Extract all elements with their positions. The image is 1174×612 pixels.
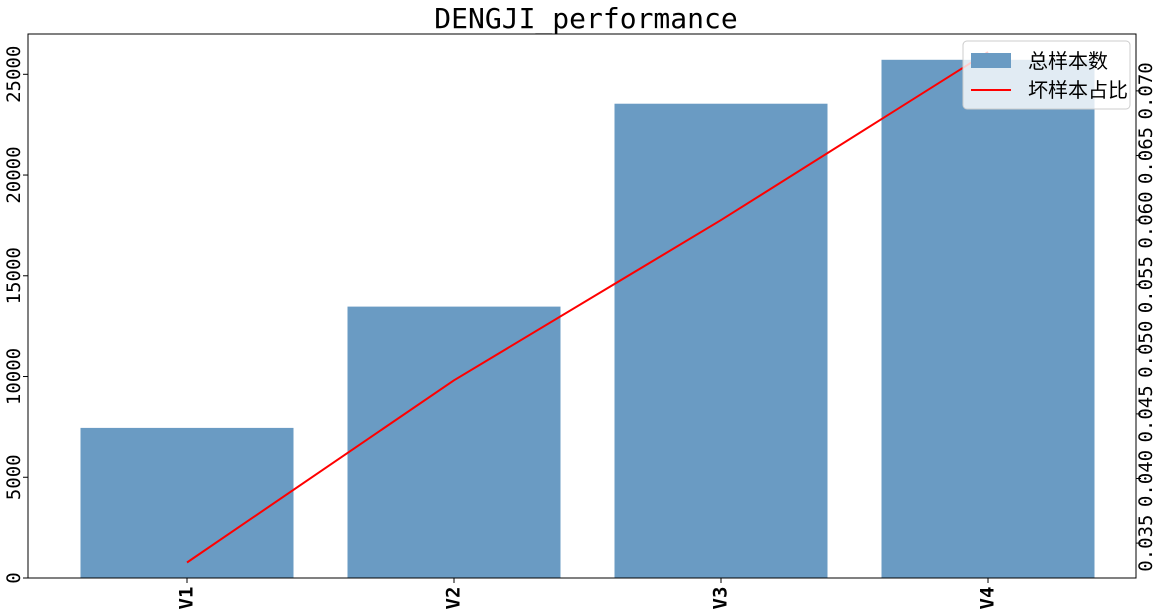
bar-series xyxy=(80,59,1095,579)
right-tick-label: 0.035 xyxy=(1135,515,1157,572)
left-y-axis: 0 5000 10000 15000 20000 25000 xyxy=(3,46,28,584)
x-tick-label: V1 xyxy=(176,587,198,610)
line-bad-ratio xyxy=(186,51,989,564)
x-tick-label: V3 xyxy=(710,587,732,610)
right-tick-label: 0.065 xyxy=(1135,127,1157,184)
legend-label-line: 坏样本占比 xyxy=(1028,78,1128,102)
left-tick-label: 25000 xyxy=(3,46,25,103)
left-tick-label: 5000 xyxy=(3,454,25,500)
x-tick-label: V2 xyxy=(443,587,465,610)
legend-swatch-bar xyxy=(971,53,1011,68)
left-tick-label: 15000 xyxy=(3,247,25,304)
bar-V1 xyxy=(80,427,294,578)
left-tick-label: 20000 xyxy=(3,146,25,203)
bar-V3 xyxy=(614,103,828,579)
right-tick-label: 0.045 xyxy=(1135,385,1157,442)
x-tick-label: V4 xyxy=(977,587,999,610)
right-tick-label: 0.070 xyxy=(1135,62,1157,119)
right-tick-label: 0.055 xyxy=(1135,256,1157,313)
right-tick-label: 0.060 xyxy=(1135,191,1157,248)
line-series xyxy=(186,51,989,564)
right-y-axis: 0.035 0.040 0.045 0.050 0.055 0.060 0.065 0.070 xyxy=(1135,62,1157,571)
bar-V4 xyxy=(881,59,1095,579)
bar-V2 xyxy=(347,306,561,578)
right-tick-label: 0.040 xyxy=(1135,450,1157,507)
plot-frame xyxy=(27,33,1137,579)
right-tick-label: 0.050 xyxy=(1135,321,1157,378)
chart-title: DENGJI_performance xyxy=(434,2,737,36)
x-axis: V1 V2 V3 V4 xyxy=(176,578,999,609)
legend-label-bar: 总样本数 xyxy=(1028,49,1108,73)
left-tick-label: 10000 xyxy=(3,348,25,405)
left-tick-label: 0 xyxy=(3,572,25,583)
